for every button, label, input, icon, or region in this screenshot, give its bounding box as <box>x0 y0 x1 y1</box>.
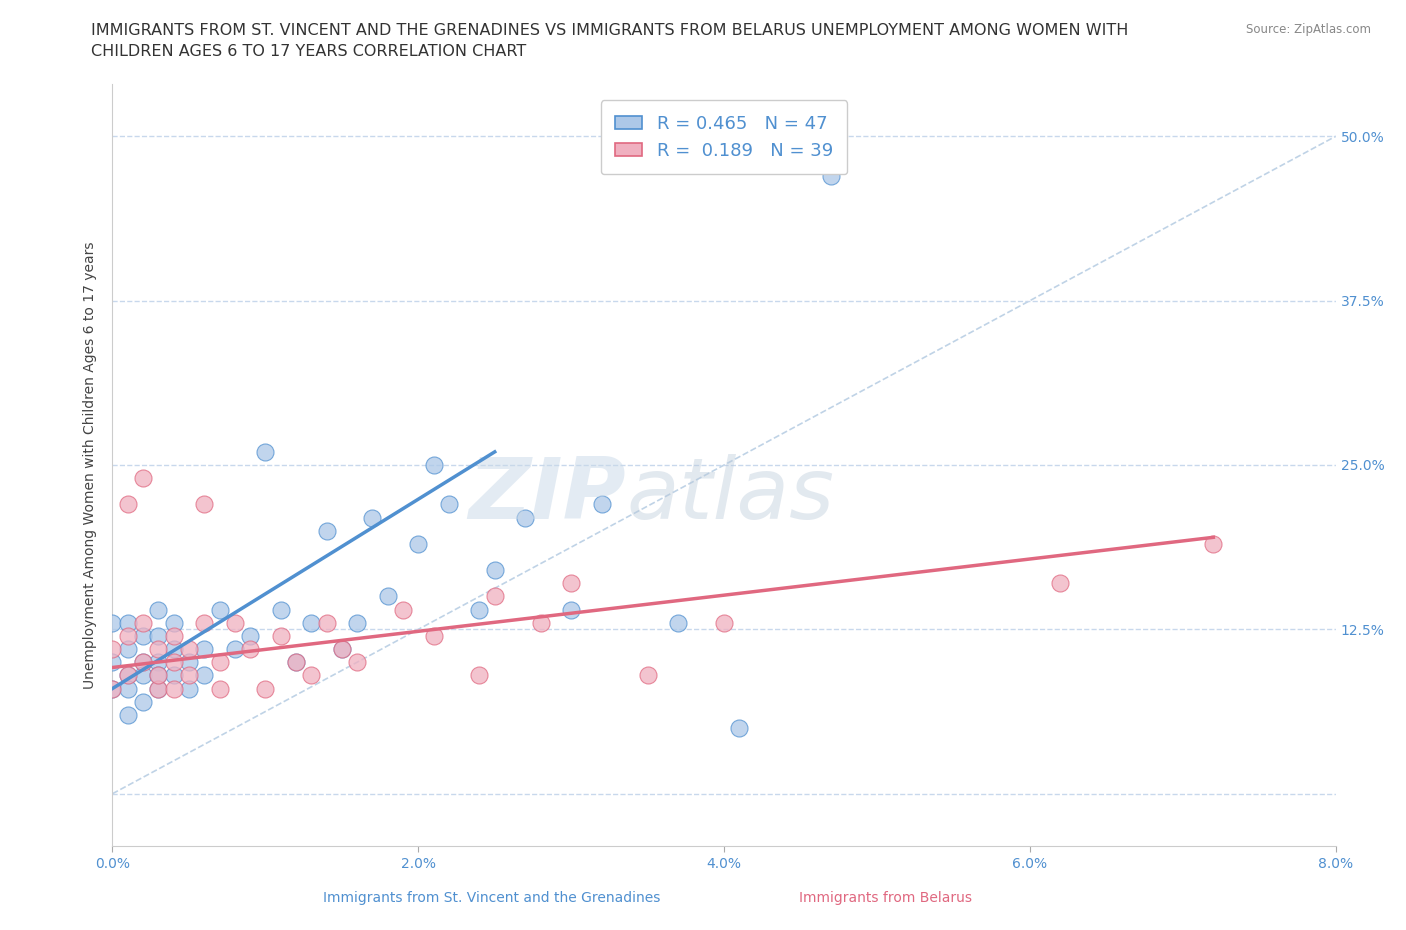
Point <box>101 681 124 696</box>
Point <box>224 642 246 657</box>
Point <box>299 668 322 683</box>
Point <box>117 681 139 696</box>
Point <box>1049 576 1071 591</box>
Point <box>377 589 399 604</box>
Text: Source: ZipAtlas.com: Source: ZipAtlas.com <box>1246 23 1371 36</box>
Point <box>422 458 444 472</box>
Point <box>163 668 186 683</box>
Point <box>224 616 246 631</box>
Text: atlas: atlas <box>626 454 834 537</box>
Point <box>591 497 613 512</box>
Y-axis label: Unemployment Among Women with Children Ages 6 to 17 years: Unemployment Among Women with Children A… <box>83 241 97 689</box>
Point <box>148 681 170 696</box>
Point <box>468 668 491 683</box>
Point <box>148 681 170 696</box>
Text: Immigrants from Belarus: Immigrants from Belarus <box>799 891 973 905</box>
Point <box>117 668 139 683</box>
Point <box>284 655 308 670</box>
Point <box>422 629 444 644</box>
Point <box>148 642 170 657</box>
Point <box>177 642 200 657</box>
Point <box>254 445 277 459</box>
Text: ZIP: ZIP <box>468 454 626 537</box>
Point <box>270 629 292 644</box>
Point <box>148 629 170 644</box>
Point <box>177 681 200 696</box>
Point <box>117 668 139 683</box>
Point <box>132 668 155 683</box>
Point <box>148 668 170 683</box>
Text: Immigrants from St. Vincent and the Grenadines: Immigrants from St. Vincent and the Gren… <box>323 891 661 905</box>
Point <box>560 603 582 618</box>
Point <box>270 603 292 618</box>
Point <box>254 681 277 696</box>
Point <box>208 681 231 696</box>
Point <box>117 642 139 657</box>
Text: CHILDREN AGES 6 TO 17 YEARS CORRELATION CHART: CHILDREN AGES 6 TO 17 YEARS CORRELATION … <box>91 44 527 59</box>
Point <box>515 511 537 525</box>
Point <box>637 668 659 683</box>
Point <box>560 576 582 591</box>
Point <box>666 616 689 631</box>
Point <box>1202 537 1225 551</box>
Point <box>132 629 155 644</box>
Point <box>177 655 200 670</box>
Point <box>117 616 139 631</box>
Point <box>132 694 155 709</box>
Point <box>148 655 170 670</box>
Point <box>346 655 368 670</box>
Point <box>208 655 231 670</box>
Point <box>239 642 262 657</box>
Point <box>346 616 368 631</box>
Point <box>101 642 124 657</box>
Point <box>132 655 155 670</box>
Point <box>330 642 353 657</box>
Point <box>820 168 842 183</box>
Point <box>330 642 353 657</box>
Point <box>299 616 322 631</box>
Point <box>484 589 506 604</box>
Point <box>193 642 215 657</box>
Point <box>117 629 139 644</box>
Point <box>163 655 186 670</box>
Point <box>163 642 186 657</box>
Point <box>208 603 231 618</box>
Text: IMMIGRANTS FROM ST. VINCENT AND THE GRENADINES VS IMMIGRANTS FROM BELARUS UNEMPL: IMMIGRANTS FROM ST. VINCENT AND THE GREN… <box>91 23 1129 38</box>
Point <box>315 524 337 538</box>
Point <box>117 497 139 512</box>
Point <box>315 616 337 631</box>
Point <box>101 616 124 631</box>
Point <box>193 668 215 683</box>
Point <box>101 655 124 670</box>
Point <box>361 511 384 525</box>
Point <box>408 537 430 551</box>
Point <box>193 497 215 512</box>
Point <box>468 603 491 618</box>
Point <box>163 616 186 631</box>
Legend: R = 0.465   N = 47, R =  0.189   N = 39: R = 0.465 N = 47, R = 0.189 N = 39 <box>600 100 848 174</box>
Point <box>728 721 751 736</box>
Point <box>239 629 262 644</box>
Point <box>284 655 308 670</box>
Point <box>101 681 124 696</box>
Point <box>713 616 735 631</box>
Point <box>163 681 186 696</box>
Point <box>132 471 155 485</box>
Point <box>148 603 170 618</box>
Point <box>177 668 200 683</box>
Point <box>117 708 139 723</box>
Point <box>148 668 170 683</box>
Point <box>193 616 215 631</box>
Point <box>529 616 551 631</box>
Point <box>132 655 155 670</box>
Point <box>132 616 155 631</box>
Point <box>484 563 506 578</box>
Point <box>392 603 415 618</box>
Point <box>437 497 460 512</box>
Point <box>163 629 186 644</box>
